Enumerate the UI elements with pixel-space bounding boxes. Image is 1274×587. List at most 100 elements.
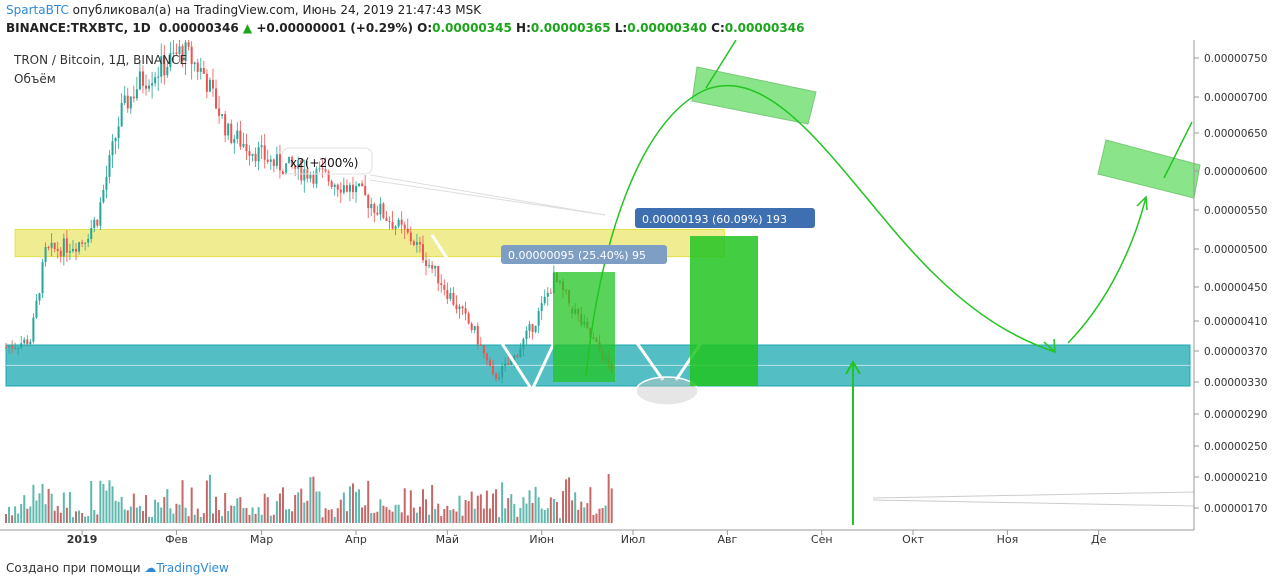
published-text: опубликовал(а) на TradingView.com, Июнь … (68, 3, 482, 17)
volume-bar (540, 508, 543, 523)
candle-body (543, 296, 546, 304)
volume-bar (5, 514, 7, 523)
y-tick-label: 0.00000330 (1204, 377, 1267, 389)
volume-bar (558, 518, 561, 523)
candle-body (248, 151, 251, 156)
x-tick-label: Фев (165, 533, 188, 546)
candle-body (531, 324, 534, 332)
volume-bar (96, 514, 99, 523)
measure-box[interactable] (553, 272, 615, 382)
volume-bar (476, 495, 479, 523)
candle-body (218, 108, 221, 116)
target-box-2[interactable] (1097, 139, 1201, 199)
candle-body (56, 249, 59, 251)
volume-bar (187, 516, 190, 523)
volume-bar (99, 480, 102, 523)
volume-bar (604, 505, 607, 523)
volume-bar (367, 480, 370, 523)
candle-body (297, 160, 300, 169)
price-chart[interactable]: x2(+200%) 0.00000095 (25.40%) 95 0.00000… (0, 40, 1274, 555)
short-trendline[interactable] (369, 179, 606, 216)
candle-body (26, 339, 29, 345)
tradingview-link[interactable]: TradingView (156, 561, 229, 575)
candle-body (476, 326, 479, 345)
volume-bar (342, 492, 345, 523)
price-change: +0.00000001 (+0.29%) (256, 21, 413, 35)
candle-body (141, 71, 144, 86)
volume-bar (455, 511, 458, 523)
candle-body (294, 165, 297, 169)
candle-body (230, 123, 233, 143)
candle-body (81, 242, 84, 244)
x2-text: x2(+200%) (290, 156, 358, 170)
candle-body (449, 293, 452, 299)
volume-bar (537, 497, 540, 523)
volume-bar (138, 505, 141, 523)
volume-bar (601, 508, 604, 523)
volume-bar (53, 510, 56, 523)
volume-bar (470, 491, 473, 523)
volume-bar (507, 498, 510, 523)
volume-bar (501, 482, 504, 523)
measure-label-2[interactable]: 0.00000193 (60.09%) 193 (635, 208, 815, 228)
volume-bar (141, 510, 144, 523)
volume-bar (65, 507, 68, 523)
candle-body (260, 145, 263, 148)
volume-bar (35, 500, 38, 523)
candle-body (96, 219, 99, 226)
volume-bar (20, 504, 23, 523)
volume-bar (218, 510, 221, 523)
long-trendline[interactable] (477, 41, 1195, 181)
volume-bar (519, 508, 522, 523)
author-link[interactable]: SpartaBTC (6, 3, 69, 17)
measure-label-1[interactable]: 0.00000095 (25.40%) 95 (501, 245, 667, 264)
candle-body (330, 181, 333, 187)
volume-bar (312, 476, 315, 523)
volume-bar (561, 491, 564, 523)
volume-bar (528, 490, 531, 523)
candle-body (166, 67, 169, 76)
candle-body (254, 153, 257, 162)
volume-bar (315, 491, 318, 523)
volume-bar (275, 501, 278, 523)
volume-bar (90, 481, 93, 523)
candle-body (111, 141, 114, 156)
projection-curve[interactable] (585, 84, 1056, 377)
candle-body (412, 241, 415, 245)
candle-body (53, 242, 56, 250)
candle-body (391, 222, 394, 229)
volume-bar (263, 493, 266, 523)
candle-body (108, 155, 111, 177)
measure-box-2[interactable] (690, 236, 758, 386)
projection-up-line[interactable] (705, 40, 737, 89)
publish-info: SpartaBTC опубликовал(а) на TradingView.… (6, 3, 481, 17)
volume-trendline[interactable] (872, 499, 1195, 507)
volume-bar (437, 503, 440, 523)
candle-body (135, 89, 138, 99)
candle-body (425, 260, 428, 267)
candle-body (8, 346, 11, 348)
volume-bar (190, 487, 193, 523)
projection-rise[interactable] (1067, 196, 1147, 344)
bottom-highlight[interactable] (635, 376, 699, 406)
volume-bar (29, 506, 32, 523)
volume-trendline[interactable] (872, 491, 1195, 499)
projection-up-line-2[interactable] (1163, 121, 1193, 179)
volume-bar (93, 510, 96, 523)
short-trendline[interactable] (369, 174, 606, 216)
x-tick-label: Июн (529, 533, 554, 546)
target-box[interactable] (691, 66, 817, 125)
candle-body (160, 56, 163, 77)
candle-body (501, 365, 504, 378)
candle-body (491, 365, 494, 374)
close-value: 0.00000346 (724, 21, 805, 35)
candle-body (303, 169, 306, 181)
volume-bar (583, 507, 586, 523)
legend: TRON / Bitcoin, 1Д, BINANCE Объём (13, 53, 187, 86)
x-axis: 2019 Фев Мар Апр Май Июн Июл Авг Сен Окт Ноя Де (67, 530, 1107, 546)
candle-body (467, 313, 470, 324)
x2-label[interactable]: x2(+200%) (281, 147, 373, 175)
candle-body (537, 311, 540, 326)
tradingview-logo-icon[interactable]: ☁ (144, 561, 157, 575)
volume-bar (306, 500, 309, 523)
